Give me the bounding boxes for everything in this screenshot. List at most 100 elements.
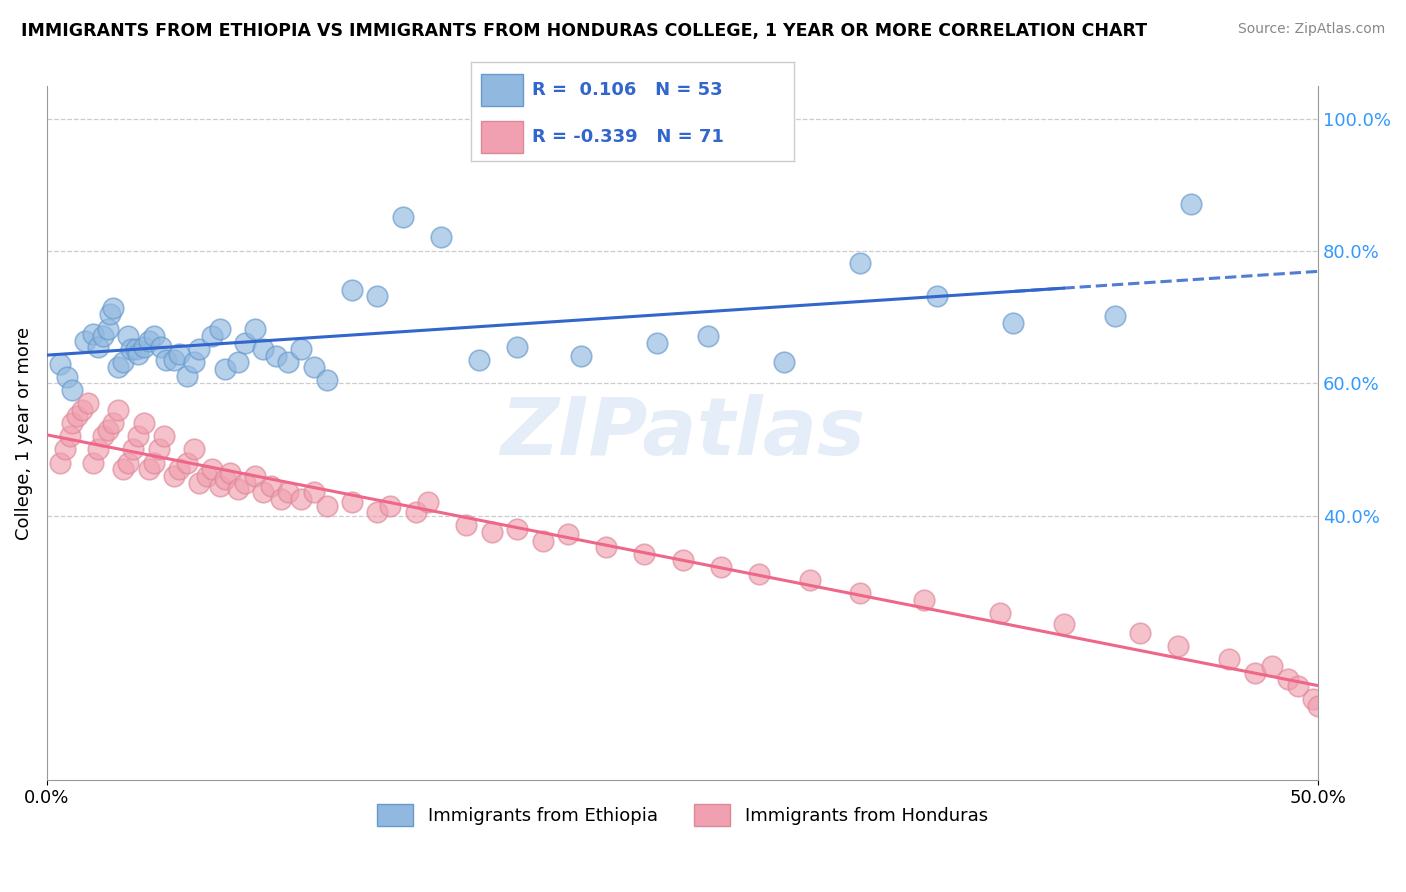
Point [1053, 617, 1076, 632]
Point [91, 329, 114, 343]
Point [120, 342, 142, 356]
Point [245, 469, 267, 483]
Point [849, 256, 872, 270]
Point [60, 383, 83, 397]
Legend: Immigrants from Ethiopia, Immigrants from Honduras: Immigrants from Ethiopia, Immigrants fro… [370, 797, 995, 833]
Point [183, 442, 205, 457]
Text: R = -0.339   N = 71: R = -0.339 N = 71 [533, 128, 724, 146]
Point [66, 409, 89, 424]
FancyBboxPatch shape [481, 74, 523, 105]
Point [195, 469, 218, 483]
Point [925, 289, 948, 303]
Point [773, 355, 796, 369]
Point [59, 429, 82, 443]
Point [188, 342, 211, 356]
Point [259, 479, 281, 493]
Point [226, 355, 249, 369]
Point [799, 573, 821, 587]
Point [48, 456, 70, 470]
Point [418, 495, 440, 509]
Point [988, 606, 1011, 620]
Point [150, 340, 173, 354]
Point [208, 322, 231, 336]
Point [91, 429, 114, 443]
Point [340, 495, 363, 509]
Point [138, 334, 160, 348]
Point [366, 505, 388, 519]
Point [252, 342, 274, 356]
Point [315, 499, 337, 513]
Point [153, 429, 176, 443]
Point [53, 442, 76, 457]
Point [1302, 692, 1324, 706]
Point [569, 349, 592, 363]
Point [392, 210, 415, 224]
Point [219, 466, 242, 480]
Point [176, 368, 198, 383]
Point [214, 362, 236, 376]
Point [155, 353, 177, 368]
Point [163, 469, 186, 483]
Point [277, 485, 299, 500]
Y-axis label: College, 1 year or more: College, 1 year or more [15, 326, 32, 540]
Point [163, 353, 186, 368]
Point [430, 230, 453, 244]
Point [48, 357, 70, 371]
Point [201, 329, 224, 343]
Point [100, 307, 122, 321]
Point [226, 482, 249, 496]
Point [82, 326, 104, 341]
Point [125, 342, 148, 356]
Point [107, 403, 129, 417]
Point [633, 547, 655, 561]
Point [378, 499, 401, 513]
Point [122, 442, 145, 457]
Point [1286, 679, 1309, 693]
Point [1243, 665, 1265, 680]
Point [127, 347, 149, 361]
Point [1104, 309, 1126, 323]
Point [506, 522, 529, 536]
Point [1129, 626, 1152, 640]
Point [82, 456, 104, 470]
Point [245, 322, 267, 336]
Point [176, 456, 198, 470]
Point [142, 329, 165, 343]
Point [595, 540, 617, 554]
Point [748, 566, 770, 581]
Point [405, 505, 427, 519]
Text: IMMIGRANTS FROM ETHIOPIA VS IMMIGRANTS FROM HONDURAS COLLEGE, 1 YEAR OR MORE COR: IMMIGRANTS FROM ETHIOPIA VS IMMIGRANTS F… [21, 22, 1147, 40]
Point [1277, 672, 1299, 686]
Point [290, 342, 312, 356]
Text: ZIPatlas: ZIPatlas [501, 394, 865, 472]
Point [138, 462, 160, 476]
Point [531, 533, 554, 548]
Point [117, 329, 139, 343]
Point [697, 329, 720, 343]
Point [671, 553, 693, 567]
Point [557, 527, 579, 541]
Point [101, 416, 124, 430]
Point [1218, 652, 1240, 666]
Point [132, 340, 155, 354]
Point [76, 396, 98, 410]
Point [468, 353, 491, 368]
Point [233, 335, 256, 350]
Text: Source: ZipAtlas.com: Source: ZipAtlas.com [1237, 22, 1385, 37]
Point [277, 355, 299, 369]
FancyBboxPatch shape [481, 121, 523, 153]
Point [233, 475, 256, 490]
Point [127, 429, 149, 443]
Point [302, 359, 325, 374]
Point [183, 355, 205, 369]
Point [87, 442, 110, 457]
Point [1180, 197, 1202, 211]
Point [87, 340, 110, 354]
Point [214, 472, 236, 486]
Point [290, 491, 312, 506]
Point [60, 416, 83, 430]
Point [56, 369, 79, 384]
Point [167, 462, 190, 476]
Point [481, 524, 503, 539]
Point [710, 560, 733, 574]
